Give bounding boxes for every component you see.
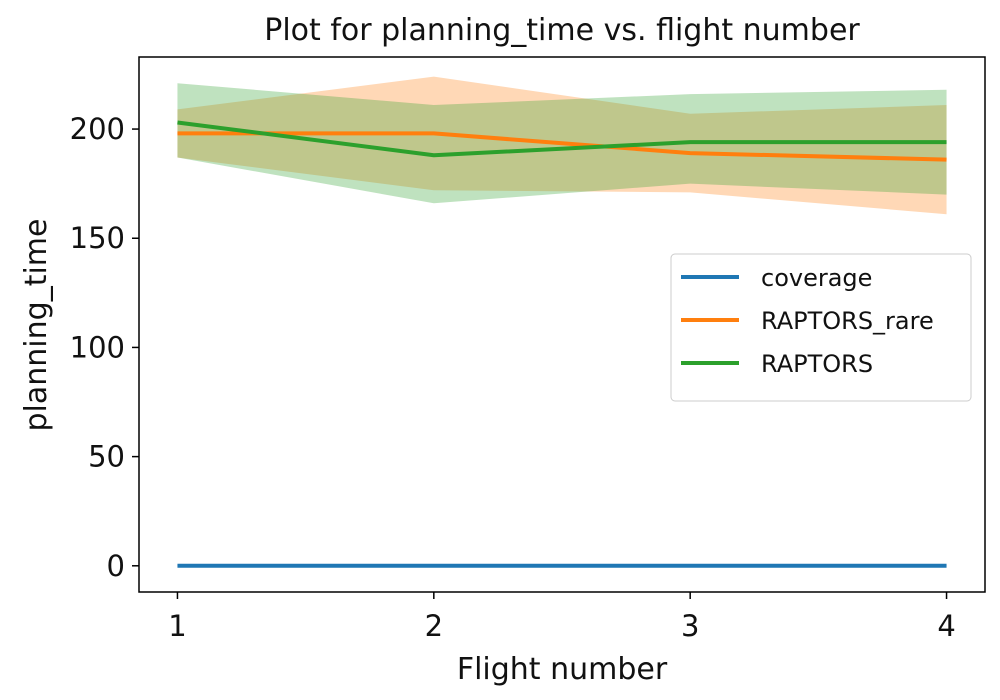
x-tick-label: 4 (937, 609, 955, 643)
x-tick-label: 1 (168, 609, 186, 643)
band-raptors-rare (177, 76, 947, 215)
y-axis-label: planning_time (19, 219, 54, 432)
x-axis-label: Flight number (457, 652, 668, 687)
x-tick-label: 2 (425, 609, 443, 643)
y-axis: 0 50 100 150 200 (70, 112, 139, 583)
x-tick-label: 3 (681, 609, 699, 643)
y-tick-label: 100 (70, 330, 125, 364)
y-tick-label: 200 (70, 112, 125, 146)
x-axis: 1 2 3 4 (168, 592, 956, 643)
bands-layer (177, 76, 947, 215)
y-tick-label: 150 (70, 221, 125, 255)
y-tick-label: 50 (88, 440, 125, 474)
series-line-raptors (177, 120, 947, 158)
legend-label-raptors-rare: RAPTORS_rare (761, 307, 934, 335)
legend: coverage RAPTORS_rare RAPTORS (670, 253, 972, 402)
legend-label-coverage: coverage (761, 264, 872, 292)
lines-layer (177, 120, 947, 568)
series-line-raptors-rare (177, 131, 947, 162)
legend-box (670, 253, 972, 402)
plot-frame (138, 56, 986, 593)
legend-label-raptors: RAPTORS (761, 350, 873, 378)
chart-title: Plot for planning_time vs. flight number (264, 13, 860, 48)
y-tick-label: 0 (107, 549, 125, 583)
